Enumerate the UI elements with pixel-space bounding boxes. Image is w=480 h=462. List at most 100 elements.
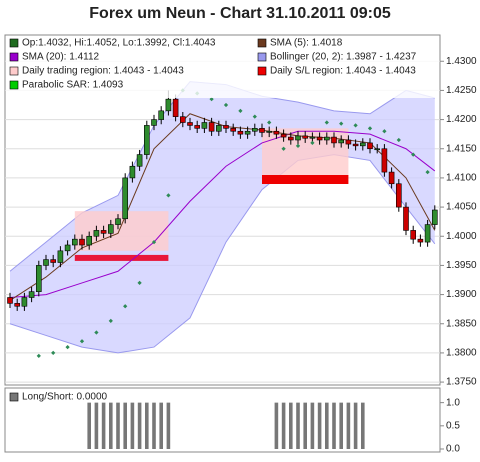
legend-label: Parabolic SAR: 1.4093: [22, 80, 124, 91]
candle-body: [302, 135, 309, 139]
long-short-bar: [94, 402, 99, 449]
candle-body: [93, 230, 100, 237]
candle-body: [410, 230, 417, 240]
candle-body: [172, 98, 179, 117]
candle-body: [201, 122, 208, 129]
candle-body: [7, 297, 13, 304]
long-short-bar: [116, 402, 120, 449]
legend-label: SMA (5): 1.4018: [270, 38, 343, 49]
sar-dot: [396, 137, 401, 143]
legend-label: Daily trading region: 1.4043 - 1.4043: [22, 66, 184, 77]
candle-body: [287, 136, 294, 141]
sar-dot: [166, 193, 171, 198]
legend-label: SMA (20): 1.4112: [22, 52, 100, 63]
long-short-bar: [339, 402, 343, 449]
candle-body: [259, 128, 265, 133]
long-short-bar: [317, 402, 322, 449]
lower-plot-area: [4, 387, 441, 453]
long-short-bar: [137, 402, 142, 449]
long-short-bar: [87, 402, 91, 449]
candle-body: [230, 128, 236, 132]
long-short-bar: [289, 402, 293, 449]
sar-dot: [411, 152, 416, 157]
sar-dot: [137, 280, 142, 286]
legend-swatch: [9, 38, 19, 48]
long-short-bar: [281, 402, 286, 449]
long-short-bar: [296, 402, 300, 449]
long-short-bar: [159, 402, 163, 449]
y-tick-label: 1.3800: [446, 348, 477, 359]
candle-body: [115, 218, 121, 225]
y-tick-label: 1.0: [446, 397, 460, 408]
candle-body: [144, 125, 150, 155]
candle-body: [352, 143, 359, 147]
candle-body: [223, 125, 229, 129]
long-short-bar: [332, 402, 336, 449]
legend-swatch: [9, 66, 19, 76]
y-tick-label: 0.0: [446, 444, 460, 455]
long-short-bar: [166, 402, 171, 449]
candle-body: [424, 224, 431, 243]
candle-body: [165, 98, 172, 112]
legend-label: Daily S/L region: 1.4043 - 1.4043: [270, 66, 416, 77]
legend-label: Op:1.4032, Hi:1.4052, Lo:1.3992, Cl:1.40…: [22, 38, 216, 49]
long-short-bar: [145, 402, 149, 449]
candle-body: [359, 142, 366, 147]
y-tick-label: 1.4100: [446, 173, 477, 184]
legend-swatch: [9, 80, 19, 90]
long-short-bar: [303, 402, 307, 449]
sar-dot: [295, 143, 301, 148]
legend-swatch: [257, 38, 267, 48]
candle-body: [323, 136, 330, 141]
long-short-bar: [346, 402, 351, 449]
candle-body: [381, 148, 388, 173]
y-tick-label: 1.4150: [446, 143, 477, 154]
candle-body: [216, 125, 222, 132]
candle-body: [35, 265, 42, 292]
candle-body: [86, 235, 92, 246]
candle-body: [43, 259, 49, 266]
candle-body: [388, 171, 395, 185]
candle-body: [367, 142, 373, 150]
candle-body: [151, 119, 157, 126]
sar-dot: [382, 129, 387, 134]
y-tick-label: 1.4050: [446, 202, 477, 213]
candle-body: [208, 122, 215, 132]
candle-body: [194, 125, 200, 129]
y-tick-label: 1.4200: [446, 114, 477, 125]
lower-panel-label: Long/Short: 0.0000: [22, 392, 108, 403]
candle-body: [266, 130, 273, 133]
candle-body: [122, 177, 128, 220]
candle-body: [57, 250, 64, 263]
candle-body: [237, 130, 244, 135]
candle-body: [331, 136, 337, 144]
long-short-bar: [310, 402, 315, 449]
candle-body: [345, 139, 352, 145]
y-tick-label: 1.3850: [446, 318, 477, 329]
y-tick-label: 1.3900: [446, 289, 477, 300]
candle-body: [187, 122, 193, 126]
candle-body: [50, 259, 57, 263]
candle-body: [79, 238, 85, 246]
sar-dot: [238, 108, 243, 113]
candle-body: [14, 303, 20, 307]
candle-body: [28, 291, 35, 298]
sar-dot: [151, 239, 157, 245]
sar-dot: [310, 140, 315, 146]
long-short-bar: [109, 402, 113, 449]
sar-dot: [281, 146, 286, 151]
candle-body: [273, 130, 280, 135]
candle-body: [295, 135, 301, 141]
candle-body: [108, 224, 114, 234]
y-tick-label: 1.4250: [446, 85, 477, 96]
candle-body: [431, 209, 438, 225]
candle-body: [403, 206, 409, 231]
bollinger-lower: [9, 154, 436, 354]
chart-title: Forex um Neun - Chart 31.10.2011 09:05: [89, 5, 391, 22]
y-tick-label: 1.4300: [446, 56, 477, 67]
candle-body: [417, 238, 424, 243]
candle-body: [316, 136, 323, 141]
candle-body: [374, 148, 381, 151]
legend-swatch: [9, 392, 19, 402]
